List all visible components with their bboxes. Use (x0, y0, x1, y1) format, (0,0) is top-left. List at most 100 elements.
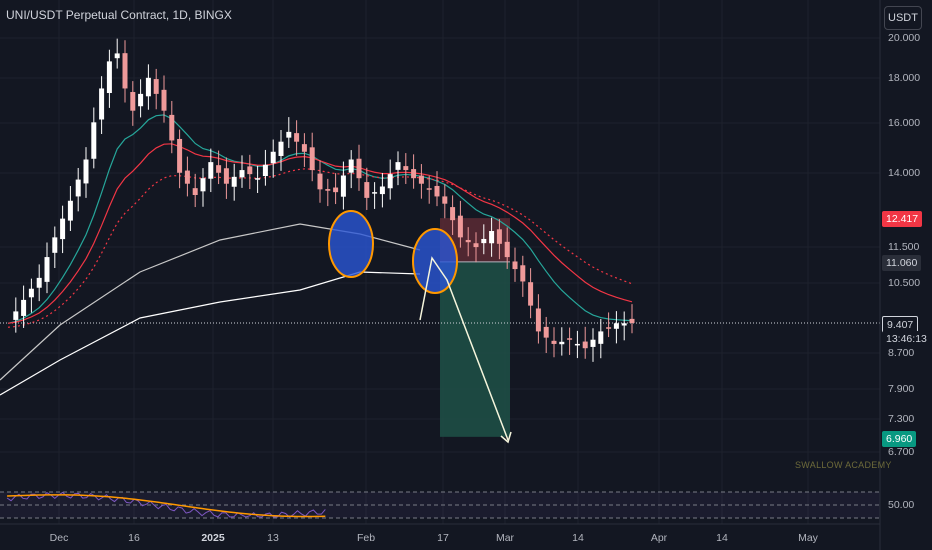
rsi-panel (0, 491, 880, 519)
candle-body (301, 144, 307, 152)
ema-fast-line (7, 114, 633, 324)
currency-button[interactable]: USDT (884, 6, 922, 30)
candle-body (582, 341, 588, 349)
target-price-tag: 6.960 (882, 431, 917, 447)
candle-body (535, 308, 541, 332)
projection-arrow (419, 256, 509, 441)
candle-body (52, 237, 58, 253)
candle-body (286, 131, 292, 138)
y-tick-label: 8.700 (888, 347, 915, 359)
candle-body (83, 159, 89, 184)
y-tick-label: 20.000 (888, 32, 921, 44)
y-tick-label: 6.700 (888, 446, 915, 458)
candle-body (177, 138, 183, 173)
candle-body (216, 165, 222, 173)
candle-body (106, 61, 112, 94)
projection-arrowhead (500, 431, 512, 444)
candle-body (60, 218, 66, 240)
candle-body (44, 257, 50, 282)
candle-body (122, 53, 128, 89)
candle-body (75, 179, 81, 197)
candle-body (223, 168, 229, 184)
rejection-circle-2 (412, 228, 458, 294)
candle-body (403, 166, 409, 171)
candle-body (99, 88, 105, 120)
candle-body (192, 188, 198, 196)
candle-body (504, 241, 510, 258)
candle-body (372, 192, 378, 194)
watermark: SWALLOW ACADEMY (795, 460, 892, 470)
x-tick-label: 17 (437, 532, 449, 544)
candle-body (543, 326, 549, 338)
rsi-level-label: 50.00 (888, 499, 915, 511)
stop-price-tag: 12.417 (882, 211, 923, 227)
candle-body (294, 133, 300, 142)
candle-body (364, 182, 370, 198)
annotations (328, 210, 512, 444)
x-tick-label: 2025 (201, 532, 225, 544)
x-tick-label: Mar (495, 532, 515, 544)
candle-body (465, 239, 471, 243)
candle-body (629, 318, 635, 323)
candle-body (340, 175, 346, 197)
candle-body (418, 175, 424, 184)
candle-body (426, 188, 432, 190)
candles (13, 38, 635, 362)
rsi-ma-line (7, 494, 326, 518)
x-tick-label: Dec (49, 532, 69, 544)
candle-body (239, 170, 245, 178)
candle-body (520, 265, 526, 282)
candle-body (28, 288, 34, 298)
candle-body (473, 243, 479, 248)
candle-body (442, 196, 448, 204)
chart-title: UNI/USDT Perpetual Contract, 1D, BINGX (6, 8, 232, 22)
candle-body (161, 89, 167, 111)
y-tick-label: 10.500 (888, 277, 921, 289)
candle-body (481, 238, 487, 244)
candle-body (489, 231, 495, 244)
candle-body (184, 170, 190, 184)
y-tick-label: 14.000 (888, 167, 921, 179)
rsi-band (0, 492, 880, 518)
y-tick-label: 16.000 (888, 117, 921, 129)
candle-body (348, 159, 354, 173)
candle-body (67, 200, 73, 221)
candle-body (270, 151, 276, 164)
candle-body (356, 158, 362, 179)
candle-body (434, 185, 440, 197)
candle-body (551, 340, 557, 344)
candle-body (130, 92, 136, 111)
candle-body (379, 186, 385, 195)
candle-body (411, 169, 417, 179)
x-tick-label: Feb (356, 532, 376, 544)
y-tick-label: 18.000 (888, 72, 921, 84)
candle-body (590, 339, 596, 347)
candle-body (395, 162, 401, 170)
candle-body (278, 141, 284, 156)
candle-body (91, 122, 97, 159)
countdown-tag: 13:46:13 (882, 331, 931, 347)
candle-body (325, 189, 331, 191)
candle-body (559, 341, 565, 345)
candle-body (153, 79, 159, 94)
candle-body (169, 114, 175, 141)
candle-body (457, 215, 463, 238)
candle-body (255, 178, 261, 180)
rejection-circle-1 (328, 210, 374, 278)
candle-body (114, 53, 120, 59)
candle-body (262, 164, 268, 177)
candle-body (528, 282, 534, 306)
y-tick-label: 11.500 (888, 241, 920, 253)
candle-body (606, 327, 612, 329)
candle-body (512, 261, 518, 270)
candle-body (387, 174, 393, 189)
x-tick-label: 13 (267, 532, 279, 544)
x-tick-label: 14 (716, 532, 728, 544)
candle-body (36, 277, 42, 288)
candle-body (13, 311, 19, 320)
candle-body (621, 323, 627, 326)
candle-body (21, 299, 27, 316)
x-tick-label: 16 (128, 532, 140, 544)
candle-body (247, 166, 253, 175)
